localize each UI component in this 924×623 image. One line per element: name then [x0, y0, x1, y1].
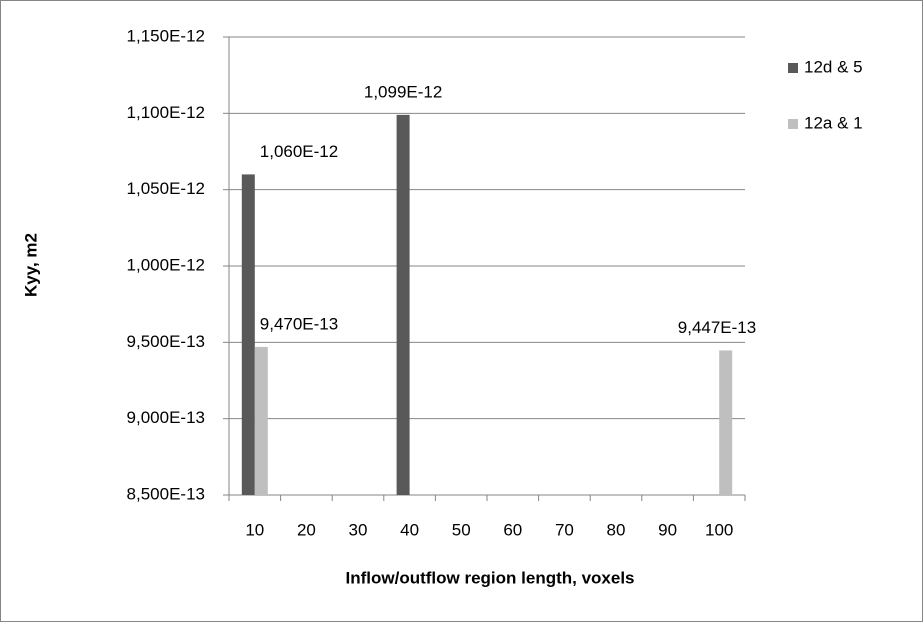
x-tick-label: 90	[658, 520, 677, 539]
x-tick-label: 100	[705, 520, 733, 539]
x-tick-label: 10	[245, 520, 264, 539]
legend-swatch	[788, 119, 798, 129]
x-axis-title: Inflow/outflow region length, voxels	[346, 568, 635, 587]
x-tick-label: 80	[607, 520, 626, 539]
data-label: 9,447E-13	[678, 318, 756, 337]
data-label: 1,060E-12	[260, 142, 338, 161]
x-tick-label: 30	[349, 520, 368, 539]
y-axis-title: Kyy, m2	[21, 233, 40, 297]
y-tick-label: 1,000E-12	[127, 255, 205, 274]
x-tick-label: 50	[452, 520, 471, 539]
y-tick-label: 9,500E-13	[127, 332, 205, 351]
bar	[719, 350, 733, 495]
x-tick-label: 40	[400, 520, 419, 539]
x-tick-label: 20	[297, 520, 316, 539]
y-tick-label: 8,500E-13	[127, 484, 205, 503]
y-tick-label: 9,000E-13	[127, 408, 205, 427]
legend-swatch	[788, 63, 798, 73]
y-tick-label: 1,050E-12	[127, 179, 205, 198]
legend-label: 12a & 1	[804, 113, 863, 132]
bar	[396, 114, 410, 496]
x-tick-label: 70	[555, 520, 574, 539]
bar	[254, 346, 268, 495]
legend-label: 12d & 5	[804, 57, 863, 76]
y-tick-label: 1,150E-12	[127, 26, 205, 45]
bar	[241, 174, 255, 495]
data-label: 9,470E-13	[260, 314, 338, 333]
y-tick-label: 1,100E-12	[127, 103, 205, 122]
x-tick-label: 60	[503, 520, 522, 539]
data-label: 1,099E-12	[364, 82, 442, 101]
